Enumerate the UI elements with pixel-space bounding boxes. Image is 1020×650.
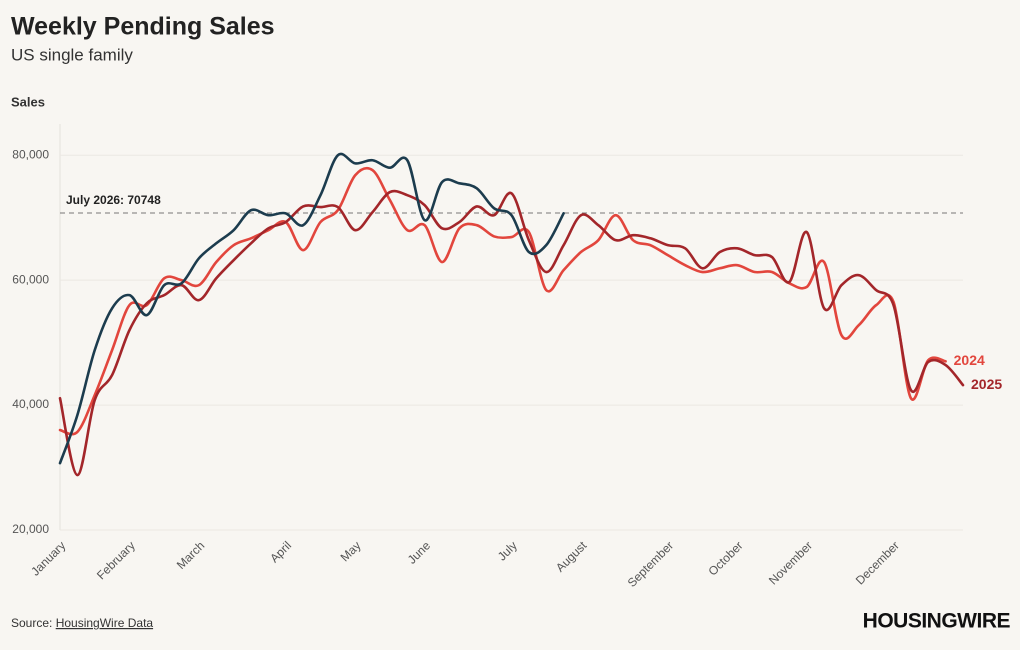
x-tick-label: October — [706, 538, 746, 578]
x-tick-label: November — [766, 538, 815, 587]
x-tick-label: January — [28, 538, 68, 578]
x-tick-label: June — [405, 538, 434, 567]
reference-label: July 2026: 70748 — [66, 193, 161, 207]
y-tick-label: 20,000 — [12, 522, 49, 536]
x-tick-label: December — [853, 538, 902, 587]
x-tick-label: July — [495, 538, 520, 563]
source-prefix: Source: — [11, 616, 52, 630]
x-tick-label: May — [338, 538, 364, 564]
y-tick-label: 60,000 — [12, 272, 49, 286]
chart-title: Weekly Pending Sales — [11, 13, 275, 41]
x-tick-label: April — [267, 538, 294, 565]
source-link[interactable]: HousingWire Data — [56, 616, 154, 630]
series-line — [58, 189, 965, 477]
brand-logo: HOUSINGWIRE — [863, 610, 1011, 633]
chart-subtitle: US single family — [11, 45, 133, 64]
y-axis-title: Sales — [11, 94, 45, 109]
series-end-label: 2025 — [971, 376, 1002, 392]
x-tick-label: August — [553, 538, 590, 575]
series-line — [58, 152, 565, 465]
x-tick-label: March — [174, 538, 207, 571]
x-tick-label: September — [625, 538, 676, 589]
y-tick-label: 40,000 — [12, 397, 49, 411]
y-tick-label: 80,000 — [12, 147, 49, 161]
series-line — [58, 166, 947, 436]
source: Source: HousingWire Data — [11, 616, 153, 630]
series-end-label: 2024 — [954, 352, 985, 368]
x-tick-label: February — [94, 538, 138, 582]
